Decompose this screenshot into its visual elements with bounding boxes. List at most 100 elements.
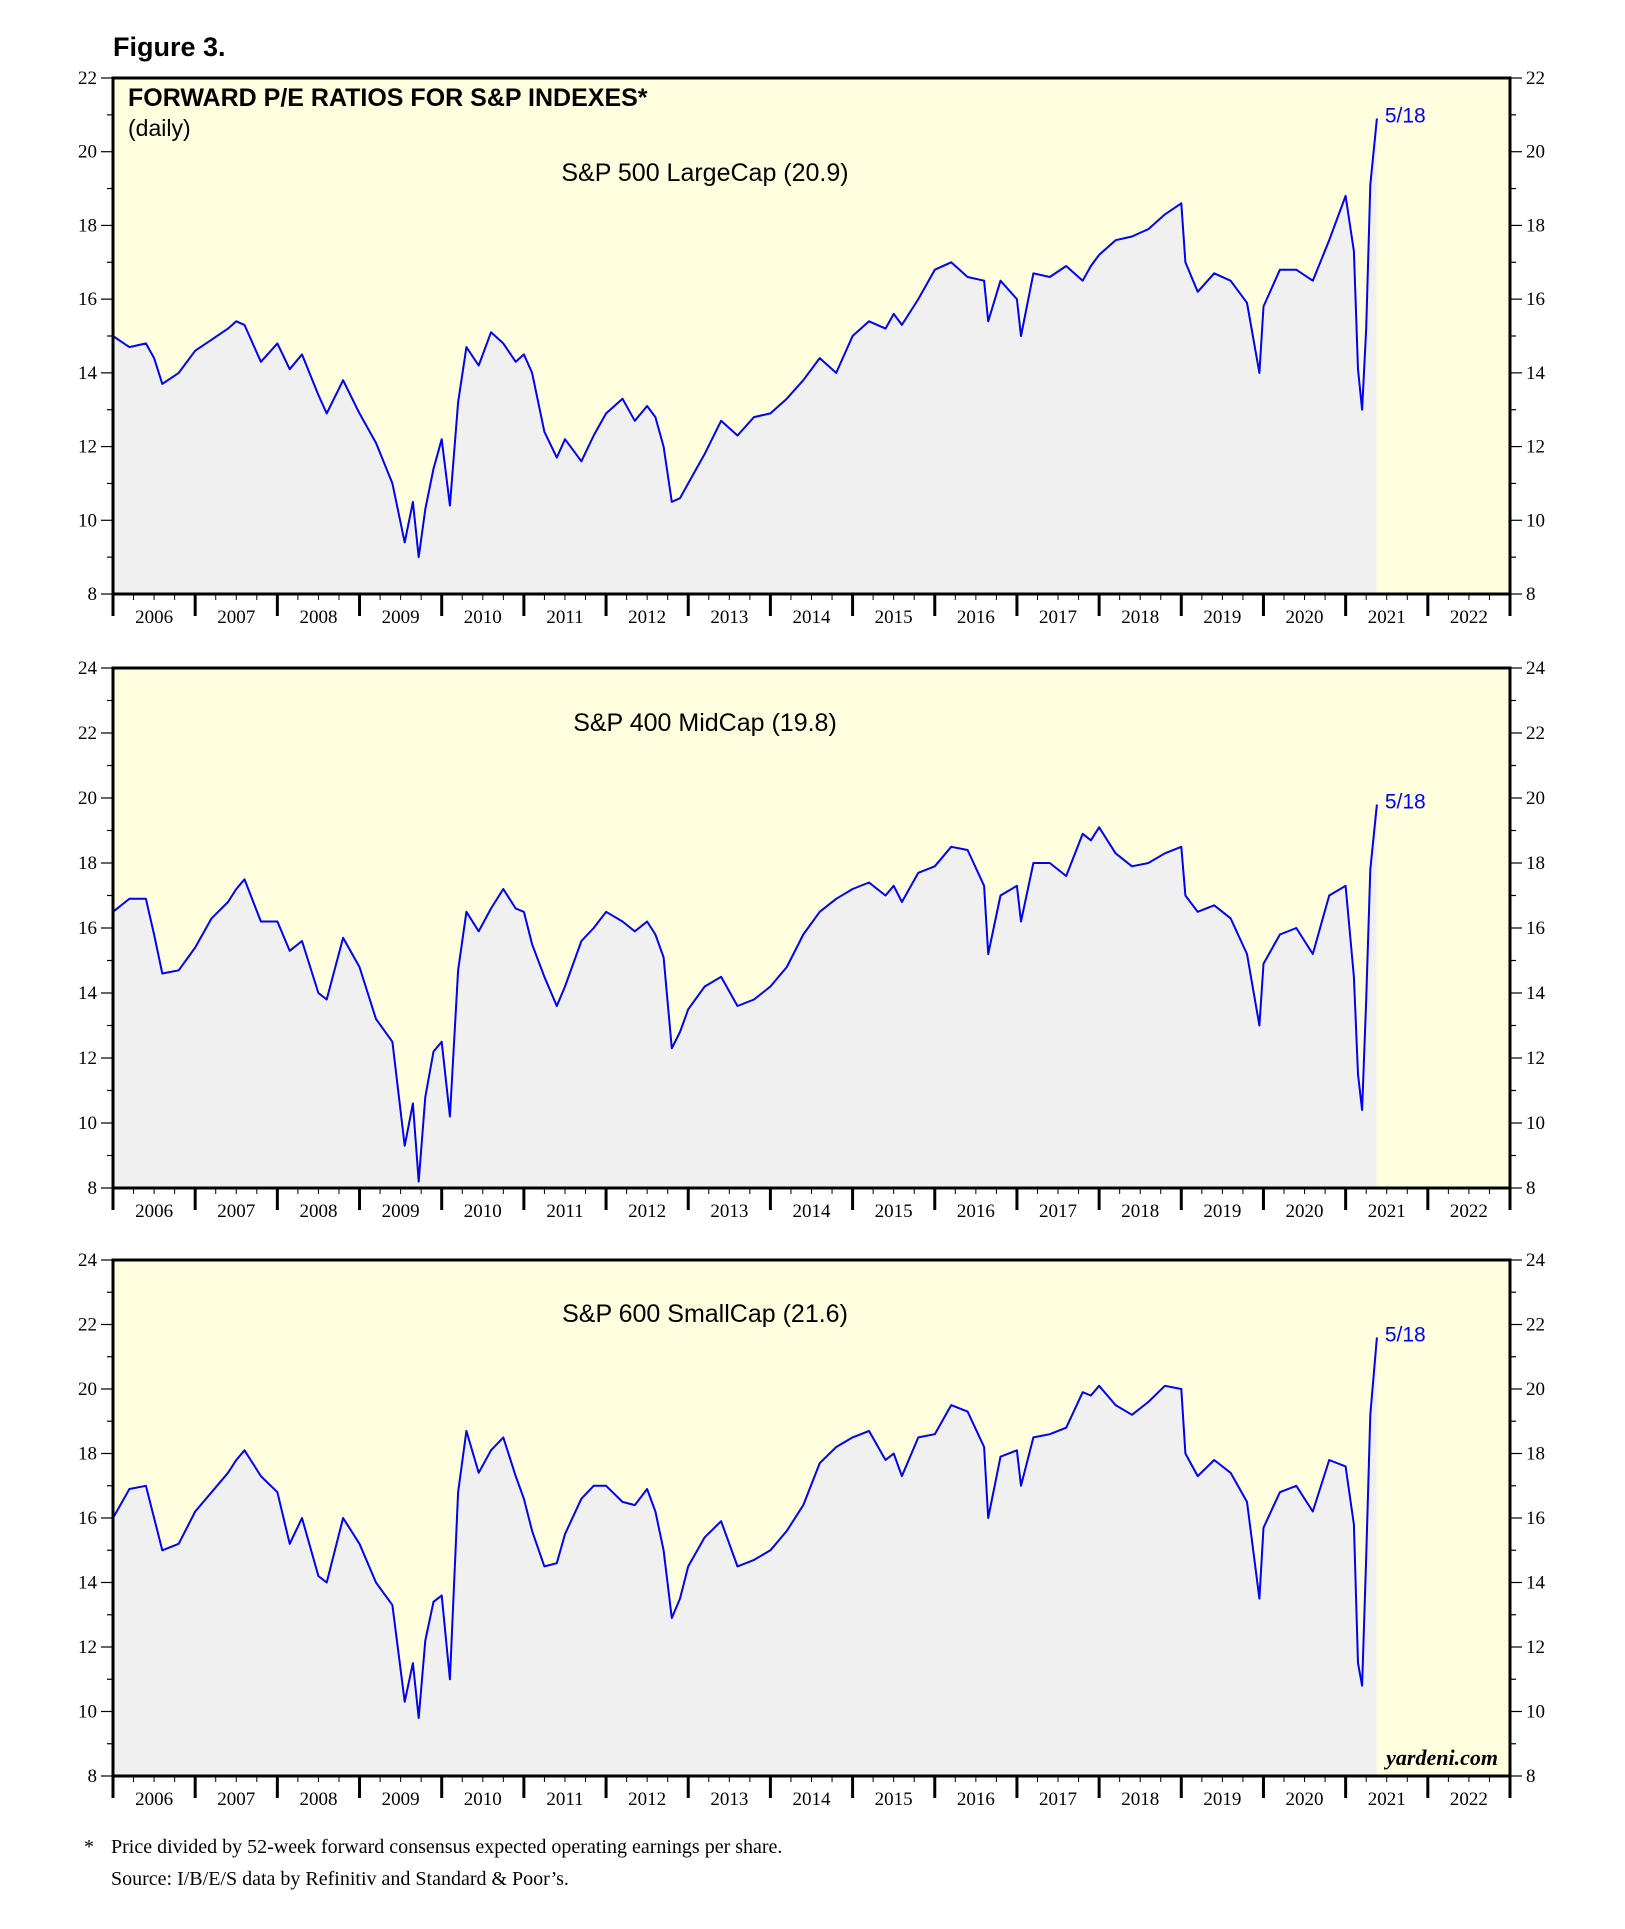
end-date-label: 5/18: [1385, 105, 1426, 128]
y-tick-label-right: 22: [1526, 68, 1545, 89]
y-tick-label-right: 20: [1526, 142, 1545, 163]
x-tick-label: 2020: [1286, 1789, 1324, 1810]
x-tick-label: 2015: [875, 1201, 913, 1222]
series-title: S&P 600 SmallCap (21.6): [562, 1300, 848, 1328]
x-tick-label: 2017: [1039, 1789, 1077, 1810]
x-tick-label: 2021: [1368, 607, 1406, 628]
x-tick-label: 2008: [299, 1789, 337, 1810]
y-tick-label-left: 24: [78, 1250, 98, 1271]
y-tick-label-left: 20: [78, 788, 97, 809]
y-tick-label-left: 24: [78, 658, 98, 679]
x-tick-label: 2020: [1286, 1201, 1324, 1222]
x-tick-label: 2019: [1203, 1201, 1241, 1222]
x-tick-label: 2017: [1039, 1201, 1077, 1222]
x-tick-label: 2007: [217, 1201, 255, 1222]
y-tick-label-right: 24: [1526, 658, 1546, 679]
y-tick-label-right: 20: [1526, 788, 1545, 809]
y-tick-label-right: 20: [1526, 1379, 1545, 1400]
y-tick-label-right: 22: [1526, 723, 1545, 744]
y-tick-label-left: 16: [78, 289, 97, 310]
x-tick-label: 2018: [1121, 1789, 1159, 1810]
y-tick-label-right: 10: [1526, 510, 1545, 531]
watermark: yardeni.com: [1383, 1745, 1498, 1770]
y-tick-label-right: 18: [1526, 1444, 1545, 1465]
y-tick-label-right: 8: [1526, 1766, 1536, 1787]
y-tick-label-right: 8: [1526, 1178, 1536, 1199]
y-tick-label-left: 20: [78, 142, 97, 163]
y-tick-label-right: 10: [1526, 1113, 1545, 1134]
series-title: S&P 400 MidCap (19.8): [573, 709, 837, 737]
x-tick-label: 2009: [382, 607, 420, 628]
y-tick-label-left: 12: [78, 1637, 97, 1658]
y-tick-label-left: 14: [78, 1573, 98, 1594]
y-tick-label-right: 8: [1526, 584, 1536, 605]
x-tick-label: 2020: [1286, 607, 1324, 628]
x-tick-label: 2015: [875, 1789, 913, 1810]
source-note: Source: I/B/E/S data by Refinitiv and St…: [111, 1868, 569, 1890]
x-tick-label: 2012: [628, 607, 666, 628]
x-tick-label: 2012: [628, 1201, 666, 1222]
y-tick-label-right: 12: [1526, 1048, 1545, 1069]
end-date-label: 5/18: [1385, 791, 1426, 814]
y-tick-label-left: 12: [78, 1048, 97, 1069]
y-tick-label-left: 10: [78, 510, 97, 531]
y-tick-label-left: 10: [78, 1113, 97, 1134]
y-tick-label-right: 18: [1526, 853, 1545, 874]
y-tick-label-left: 14: [78, 983, 98, 1004]
x-tick-label: 2016: [957, 607, 995, 628]
x-tick-label: 2011: [546, 607, 583, 628]
footnote-text: Price divided by 52-week forward consens…: [111, 1836, 783, 1858]
y-tick-label-right: 10: [1526, 1702, 1545, 1723]
x-tick-label: 2018: [1121, 1201, 1159, 1222]
x-tick-label: 2019: [1203, 1789, 1241, 1810]
series-line: [112, 804, 1378, 1183]
x-tick-label: 2006: [135, 607, 173, 628]
series-area: [113, 118, 1377, 594]
y-tick-label-right: 12: [1526, 1637, 1545, 1658]
x-tick-label: 2019: [1203, 607, 1241, 628]
x-tick-label: 2009: [382, 1789, 420, 1810]
series-line: [112, 1337, 1378, 1719]
y-tick-label-left: 22: [78, 723, 97, 744]
figure-label: Figure 3.: [113, 32, 226, 62]
x-tick-label: 2022: [1450, 1789, 1488, 1810]
y-tick-label-left: 18: [78, 853, 97, 874]
x-tick-label: 2021: [1368, 1789, 1406, 1810]
x-tick-label: 2013: [710, 1201, 748, 1222]
series-area: [113, 1337, 1377, 1776]
y-tick-label-left: 10: [78, 1702, 97, 1723]
y-tick-label-left: 22: [78, 1315, 97, 1336]
y-tick-label-left: 14: [78, 363, 98, 384]
x-tick-label: 2011: [546, 1789, 583, 1810]
series-line: [112, 118, 1378, 559]
x-tick-label: 2009: [382, 1201, 420, 1222]
y-tick-label-left: 8: [88, 1178, 98, 1199]
y-tick-label-left: 22: [78, 68, 97, 89]
x-tick-label: 2013: [710, 1789, 748, 1810]
x-tick-label: 2014: [793, 1201, 832, 1222]
y-tick-label-right: 14: [1526, 1573, 1546, 1594]
y-tick-label-right: 12: [1526, 437, 1545, 458]
y-tick-label-left: 16: [78, 1508, 97, 1529]
x-tick-label: 2006: [135, 1789, 173, 1810]
y-tick-label-right: 16: [1526, 1508, 1545, 1529]
y-tick-label-left: 12: [78, 437, 97, 458]
x-tick-label: 2006: [135, 1201, 173, 1222]
x-tick-label: 2013: [710, 607, 748, 628]
y-tick-label-left: 8: [88, 1766, 98, 1787]
x-tick-label: 2014: [793, 1789, 832, 1810]
x-tick-label: 2015: [875, 607, 913, 628]
x-tick-label: 2014: [793, 607, 832, 628]
y-tick-label-right: 22: [1526, 1315, 1545, 1336]
x-tick-label: 2008: [299, 1201, 337, 1222]
main-title: FORWARD P/E RATIOS FOR S&P INDEXES*: [128, 84, 648, 112]
x-tick-label: 2011: [546, 1201, 583, 1222]
y-tick-label-left: 8: [88, 584, 98, 605]
y-tick-label-right: 16: [1526, 918, 1545, 939]
x-tick-label: 2007: [217, 1789, 255, 1810]
y-tick-label-left: 18: [78, 1444, 97, 1465]
